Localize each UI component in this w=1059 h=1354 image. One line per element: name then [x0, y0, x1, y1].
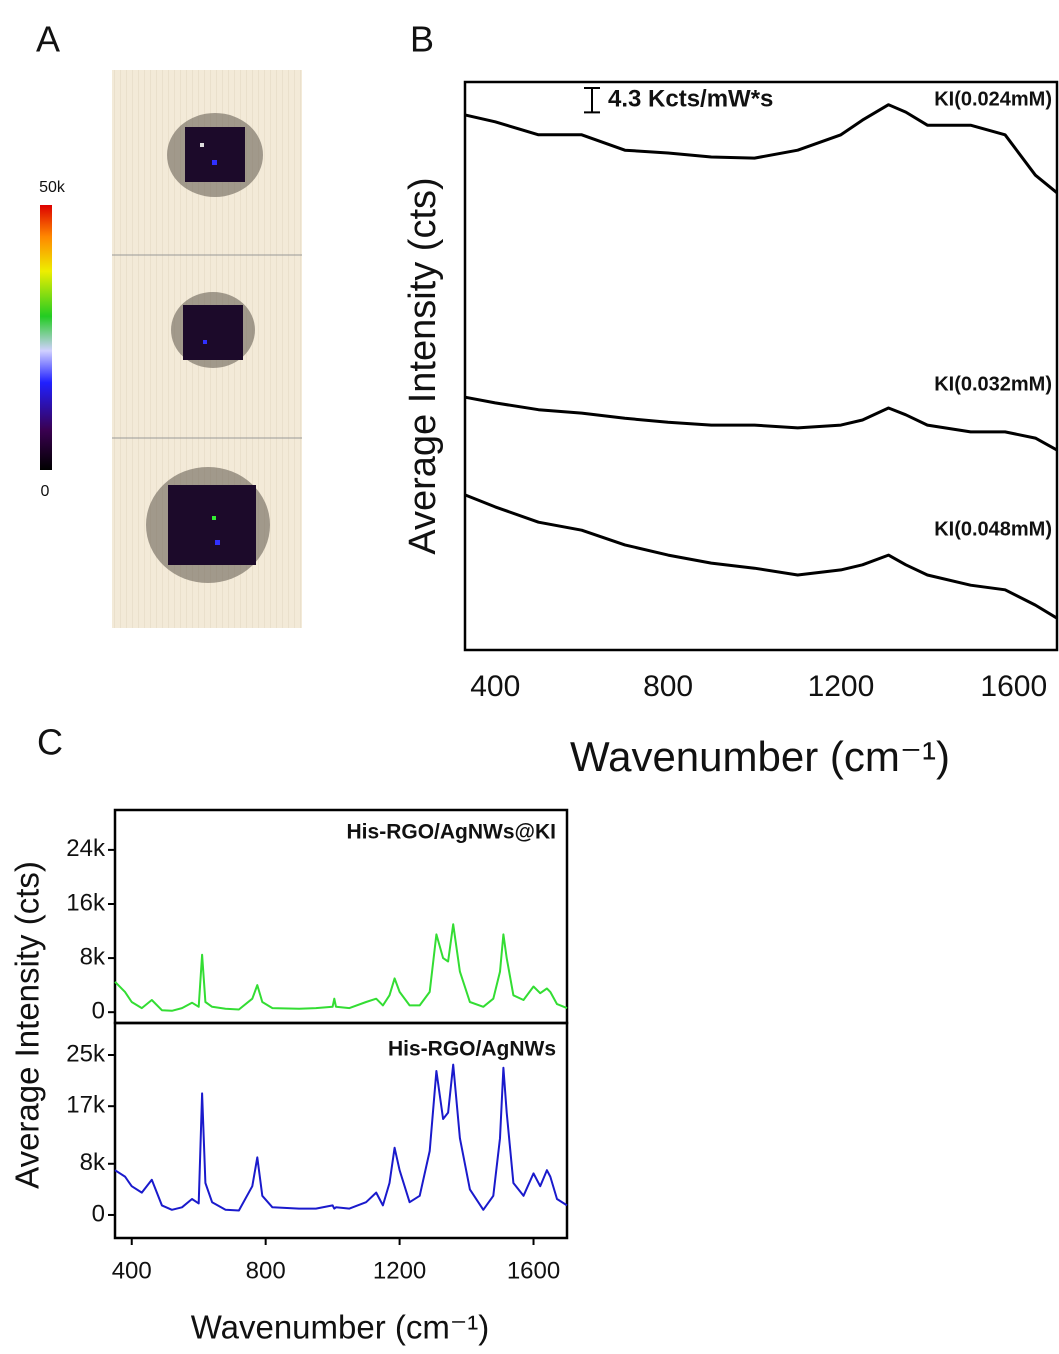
- series-label: KI(0.032mM): [934, 373, 1052, 395]
- map-square: [185, 127, 245, 182]
- spectrum-line: [464, 395, 1058, 452]
- x-tick-label: 800: [246, 1257, 286, 1284]
- y-tick-label: 25k: [66, 1040, 106, 1067]
- series-label: His-RGO/AgNWs: [388, 1038, 556, 1061]
- map-pixel: [203, 340, 207, 344]
- series-label: KI(0.024mM): [934, 88, 1052, 110]
- x-tick-label: 1200: [808, 670, 875, 703]
- plot-frame: [463, 80, 1059, 652]
- y-axis-label: Average Intensity (cts): [9, 861, 46, 1189]
- panel-label: C: [37, 722, 63, 763]
- x-axis-label: Wavenumber (cm⁻¹): [570, 733, 950, 780]
- y-tick-label: 0: [92, 998, 105, 1025]
- map-pixel: [200, 143, 204, 147]
- panel-label: B: [410, 19, 434, 60]
- y-tick-label: 24k: [66, 835, 106, 862]
- colorbar-label: 0: [41, 483, 50, 500]
- spectrum-line: [114, 923, 568, 1012]
- panel-label: A: [36, 19, 60, 60]
- map-pixel: [215, 540, 220, 545]
- plot-frame: [113, 1021, 569, 1240]
- map-pixel: [212, 160, 217, 165]
- colorbar-label: 50k: [39, 179, 66, 196]
- x-tick-label: 1600: [980, 670, 1047, 703]
- y-tick-label: 8k: [80, 943, 106, 970]
- map-pixel: [212, 516, 216, 520]
- x-tick-label: 400: [470, 670, 520, 703]
- x-tick-label: 1200: [373, 1257, 426, 1284]
- spectrum-line: [114, 1063, 568, 1212]
- x-tick-label: 400: [112, 1257, 152, 1284]
- y-tick-label: 16k: [66, 889, 106, 916]
- scale-bar: [584, 87, 600, 114]
- x-tick-label: 1600: [507, 1257, 560, 1284]
- y-tick-label: 17k: [66, 1092, 106, 1119]
- y-tick-label: 8k: [80, 1149, 106, 1176]
- map-square: [168, 485, 256, 565]
- map-square: [183, 305, 243, 360]
- series-label: His-RGO/AgNWs@KI: [347, 821, 556, 844]
- y-axis-label: Average Intensity (cts): [402, 177, 444, 554]
- spectrum-line: [464, 103, 1058, 194]
- x-tick-label: 800: [643, 670, 693, 703]
- microscope-images: [40, 70, 302, 628]
- x-axis-label: Wavenumber (cm⁻¹): [191, 1309, 490, 1346]
- spectrum-line: [464, 493, 1058, 620]
- colorbar: [40, 205, 52, 470]
- y-tick-label: 0: [92, 1200, 105, 1227]
- series-label: KI(0.048mM): [934, 518, 1052, 540]
- scale-bar-label: 4.3 Kcts/mW*s: [608, 86, 773, 113]
